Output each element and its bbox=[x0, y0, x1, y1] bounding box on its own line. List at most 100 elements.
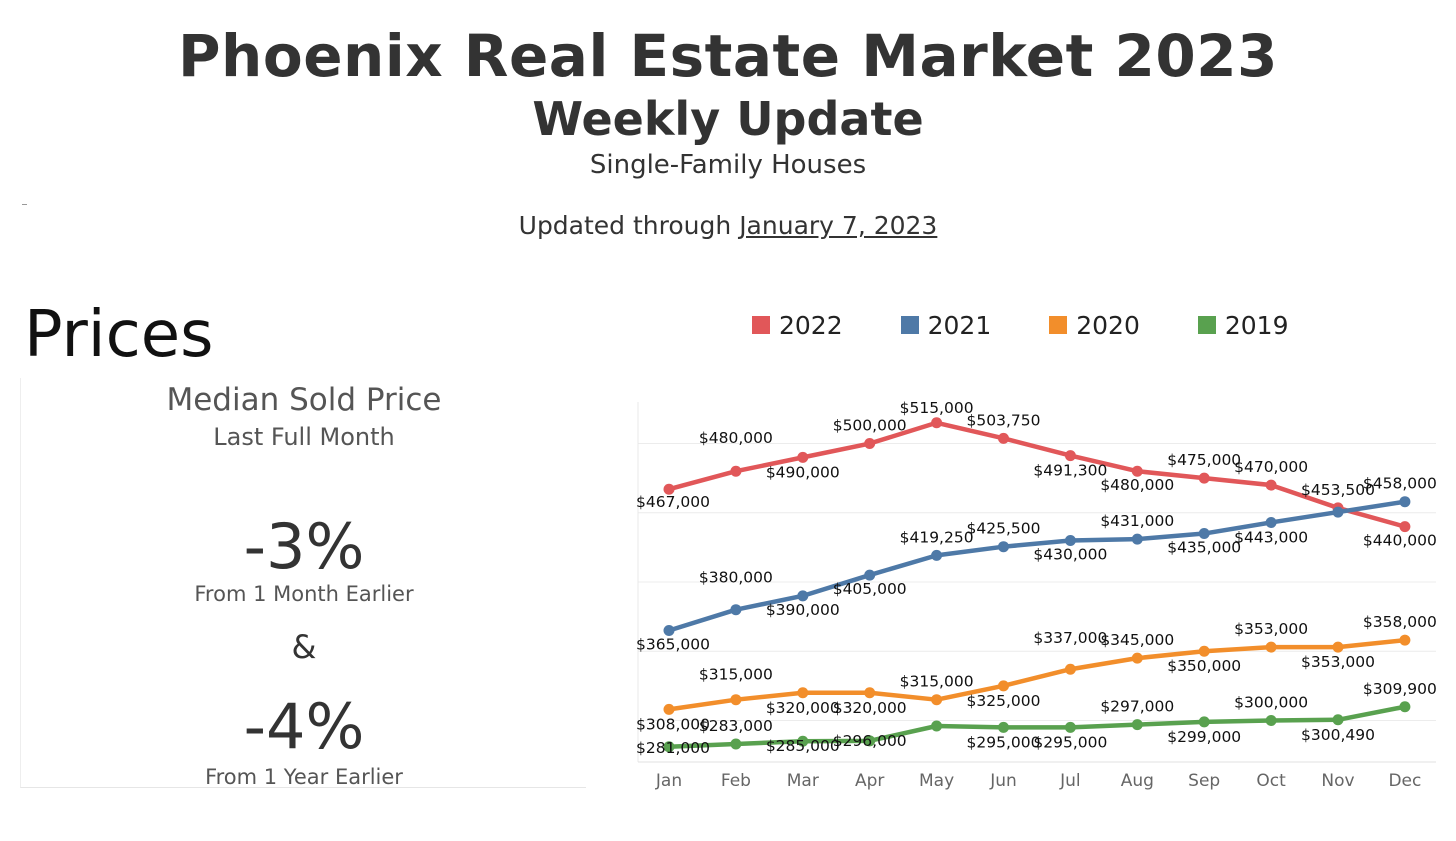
data-label: $435,000 bbox=[1167, 539, 1241, 557]
kpi-subtitle: Last Full Month bbox=[213, 423, 395, 451]
legend-swatch-2020 bbox=[1049, 316, 1068, 334]
point-2022 bbox=[1265, 479, 1277, 491]
data-label: $295,000 bbox=[1033, 733, 1107, 751]
divider-mark bbox=[22, 204, 27, 205]
chart-legend: 2022 2021 2020 2019 bbox=[752, 308, 1347, 342]
point-2021 bbox=[663, 624, 675, 636]
data-label: $353,000 bbox=[1234, 620, 1308, 638]
data-label: $480,000 bbox=[1100, 476, 1174, 494]
point-2021 bbox=[864, 569, 876, 581]
point-2022 bbox=[998, 432, 1009, 444]
data-label: $345,000 bbox=[1100, 631, 1174, 649]
legend-label-2022: 2022 bbox=[779, 310, 843, 340]
point-2021 bbox=[797, 590, 809, 602]
x-tick-label: May bbox=[919, 771, 954, 791]
data-label: $491,300 bbox=[1033, 462, 1107, 480]
point-2020 bbox=[1198, 645, 1210, 657]
kpi-title: Median Sold Price bbox=[166, 382, 442, 418]
point-2020 bbox=[864, 687, 876, 699]
point-2021 bbox=[1265, 516, 1277, 528]
data-label: $490,000 bbox=[766, 463, 840, 481]
point-2021 bbox=[1131, 533, 1143, 545]
point-2020 bbox=[730, 694, 742, 706]
data-label: $470,000 bbox=[1234, 458, 1308, 476]
x-tick-label: Jun bbox=[989, 771, 1017, 791]
point-2019 bbox=[663, 741, 675, 753]
x-tick-label: Sep bbox=[1188, 771, 1220, 791]
point-2019 bbox=[1064, 721, 1076, 733]
data-label: $440,000 bbox=[1363, 532, 1437, 550]
data-label: $285,000 bbox=[766, 737, 840, 755]
x-tick-label: Jan bbox=[655, 771, 682, 791]
median-sold-price-card: Median Sold Price Last Full Month -3% Fr… bbox=[20, 378, 586, 789]
data-label: $350,000 bbox=[1167, 657, 1241, 675]
data-label: $475,000 bbox=[1167, 451, 1241, 469]
point-2019 bbox=[1399, 701, 1411, 713]
legend-swatch-2022 bbox=[752, 316, 770, 334]
point-2019 bbox=[1198, 716, 1210, 728]
data-label: $467,000 bbox=[636, 493, 710, 511]
point-2020 bbox=[1332, 641, 1344, 653]
point-2022 bbox=[797, 451, 809, 463]
point-2022 bbox=[1198, 472, 1210, 484]
updated-date-link[interactable]: January 7, 2023 bbox=[739, 211, 938, 240]
data-label: $315,000 bbox=[900, 673, 974, 691]
x-tick-label: Apr bbox=[855, 771, 884, 791]
point-2020 bbox=[663, 703, 675, 715]
point-2020 bbox=[1399, 634, 1411, 646]
kpi-month-change: -3% bbox=[243, 510, 365, 583]
data-label: $425,500 bbox=[967, 520, 1041, 538]
point-2020 bbox=[1131, 652, 1143, 664]
x-tick-label: Mar bbox=[787, 771, 819, 791]
point-2019 bbox=[797, 735, 809, 747]
point-2020 bbox=[797, 687, 809, 699]
legend-item-2022[interactable]: 2022 bbox=[752, 311, 843, 340]
series-line-2022 bbox=[666, 420, 1408, 529]
legend-item-2021[interactable]: 2021 bbox=[900, 311, 991, 340]
x-tick-label: Jul bbox=[1059, 771, 1081, 791]
data-label: $515,000 bbox=[900, 399, 974, 417]
data-label: $295,000 bbox=[967, 733, 1041, 751]
data-label: $300,490 bbox=[1301, 726, 1375, 744]
data-label: $337,000 bbox=[1033, 629, 1107, 647]
point-2022 bbox=[1399, 521, 1411, 533]
data-label: $480,000 bbox=[699, 429, 773, 447]
point-2022 bbox=[864, 438, 876, 450]
point-2019 bbox=[730, 738, 742, 750]
data-label: $315,000 bbox=[699, 666, 773, 684]
data-label: $419,250 bbox=[900, 528, 974, 546]
data-label: $309,900 bbox=[1363, 680, 1437, 698]
series-line-2019 bbox=[666, 704, 1408, 750]
point-2019 bbox=[864, 735, 876, 747]
point-2019 bbox=[1332, 714, 1344, 726]
data-label: $358,000 bbox=[1363, 613, 1437, 631]
data-label: $320,000 bbox=[833, 699, 907, 717]
section-title-prices: Prices bbox=[24, 298, 214, 372]
legend-item-2020[interactable]: 2020 bbox=[1049, 311, 1140, 340]
legend-label-2019: 2019 bbox=[1224, 310, 1289, 340]
data-label: $297,000 bbox=[1100, 698, 1174, 716]
data-label: $308,000 bbox=[636, 715, 710, 733]
point-2022 bbox=[1131, 465, 1143, 477]
data-label: $296,000 bbox=[833, 732, 907, 750]
data-label: $431,000 bbox=[1100, 512, 1174, 530]
data-label: $281,000 bbox=[636, 739, 710, 757]
kpi-ampersand: & bbox=[291, 628, 317, 666]
point-2020 bbox=[1064, 663, 1076, 675]
data-label: $453,500 bbox=[1301, 481, 1375, 499]
data-label: $405,000 bbox=[833, 580, 907, 598]
data-label: $500,000 bbox=[833, 417, 907, 435]
x-tick-label: Aug bbox=[1121, 771, 1154, 791]
kpi-year-change: -4% bbox=[243, 690, 365, 763]
x-tick-label: Feb bbox=[721, 771, 751, 791]
point-2021 bbox=[730, 604, 742, 616]
updated-prefix: Updated through bbox=[518, 211, 732, 240]
data-label: $430,000 bbox=[1033, 545, 1107, 563]
legend-item-2019[interactable]: 2019 bbox=[1197, 310, 1289, 340]
point-2021 bbox=[998, 541, 1009, 553]
point-2021 bbox=[1198, 528, 1210, 540]
point-2020 bbox=[931, 694, 943, 706]
point-2021 bbox=[1332, 506, 1344, 518]
data-label: $443,000 bbox=[1234, 528, 1308, 546]
data-label: $390,000 bbox=[766, 601, 840, 619]
